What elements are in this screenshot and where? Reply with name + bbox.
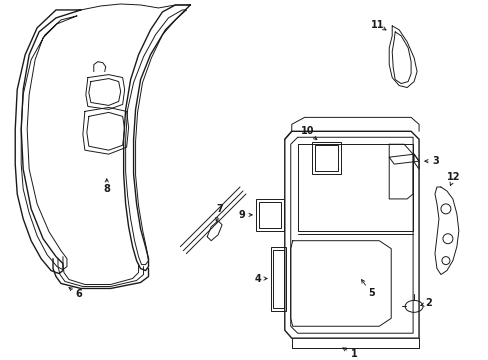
- Bar: [258, 202, 280, 228]
- Text: 5: 5: [367, 288, 374, 298]
- Text: 9: 9: [238, 210, 245, 220]
- Bar: [255, 199, 283, 231]
- Bar: [270, 247, 285, 311]
- Bar: [272, 250, 283, 309]
- Text: 11: 11: [370, 20, 383, 30]
- Text: 2: 2: [425, 298, 431, 309]
- Text: 8: 8: [103, 184, 110, 194]
- Bar: [314, 145, 338, 171]
- Bar: [311, 142, 341, 174]
- Text: 3: 3: [432, 156, 438, 166]
- Text: 12: 12: [446, 172, 460, 182]
- Text: 1: 1: [350, 349, 357, 359]
- Text: 10: 10: [300, 126, 314, 136]
- Text: 4: 4: [254, 274, 261, 284]
- Text: 7: 7: [216, 204, 223, 214]
- Text: 6: 6: [75, 289, 82, 300]
